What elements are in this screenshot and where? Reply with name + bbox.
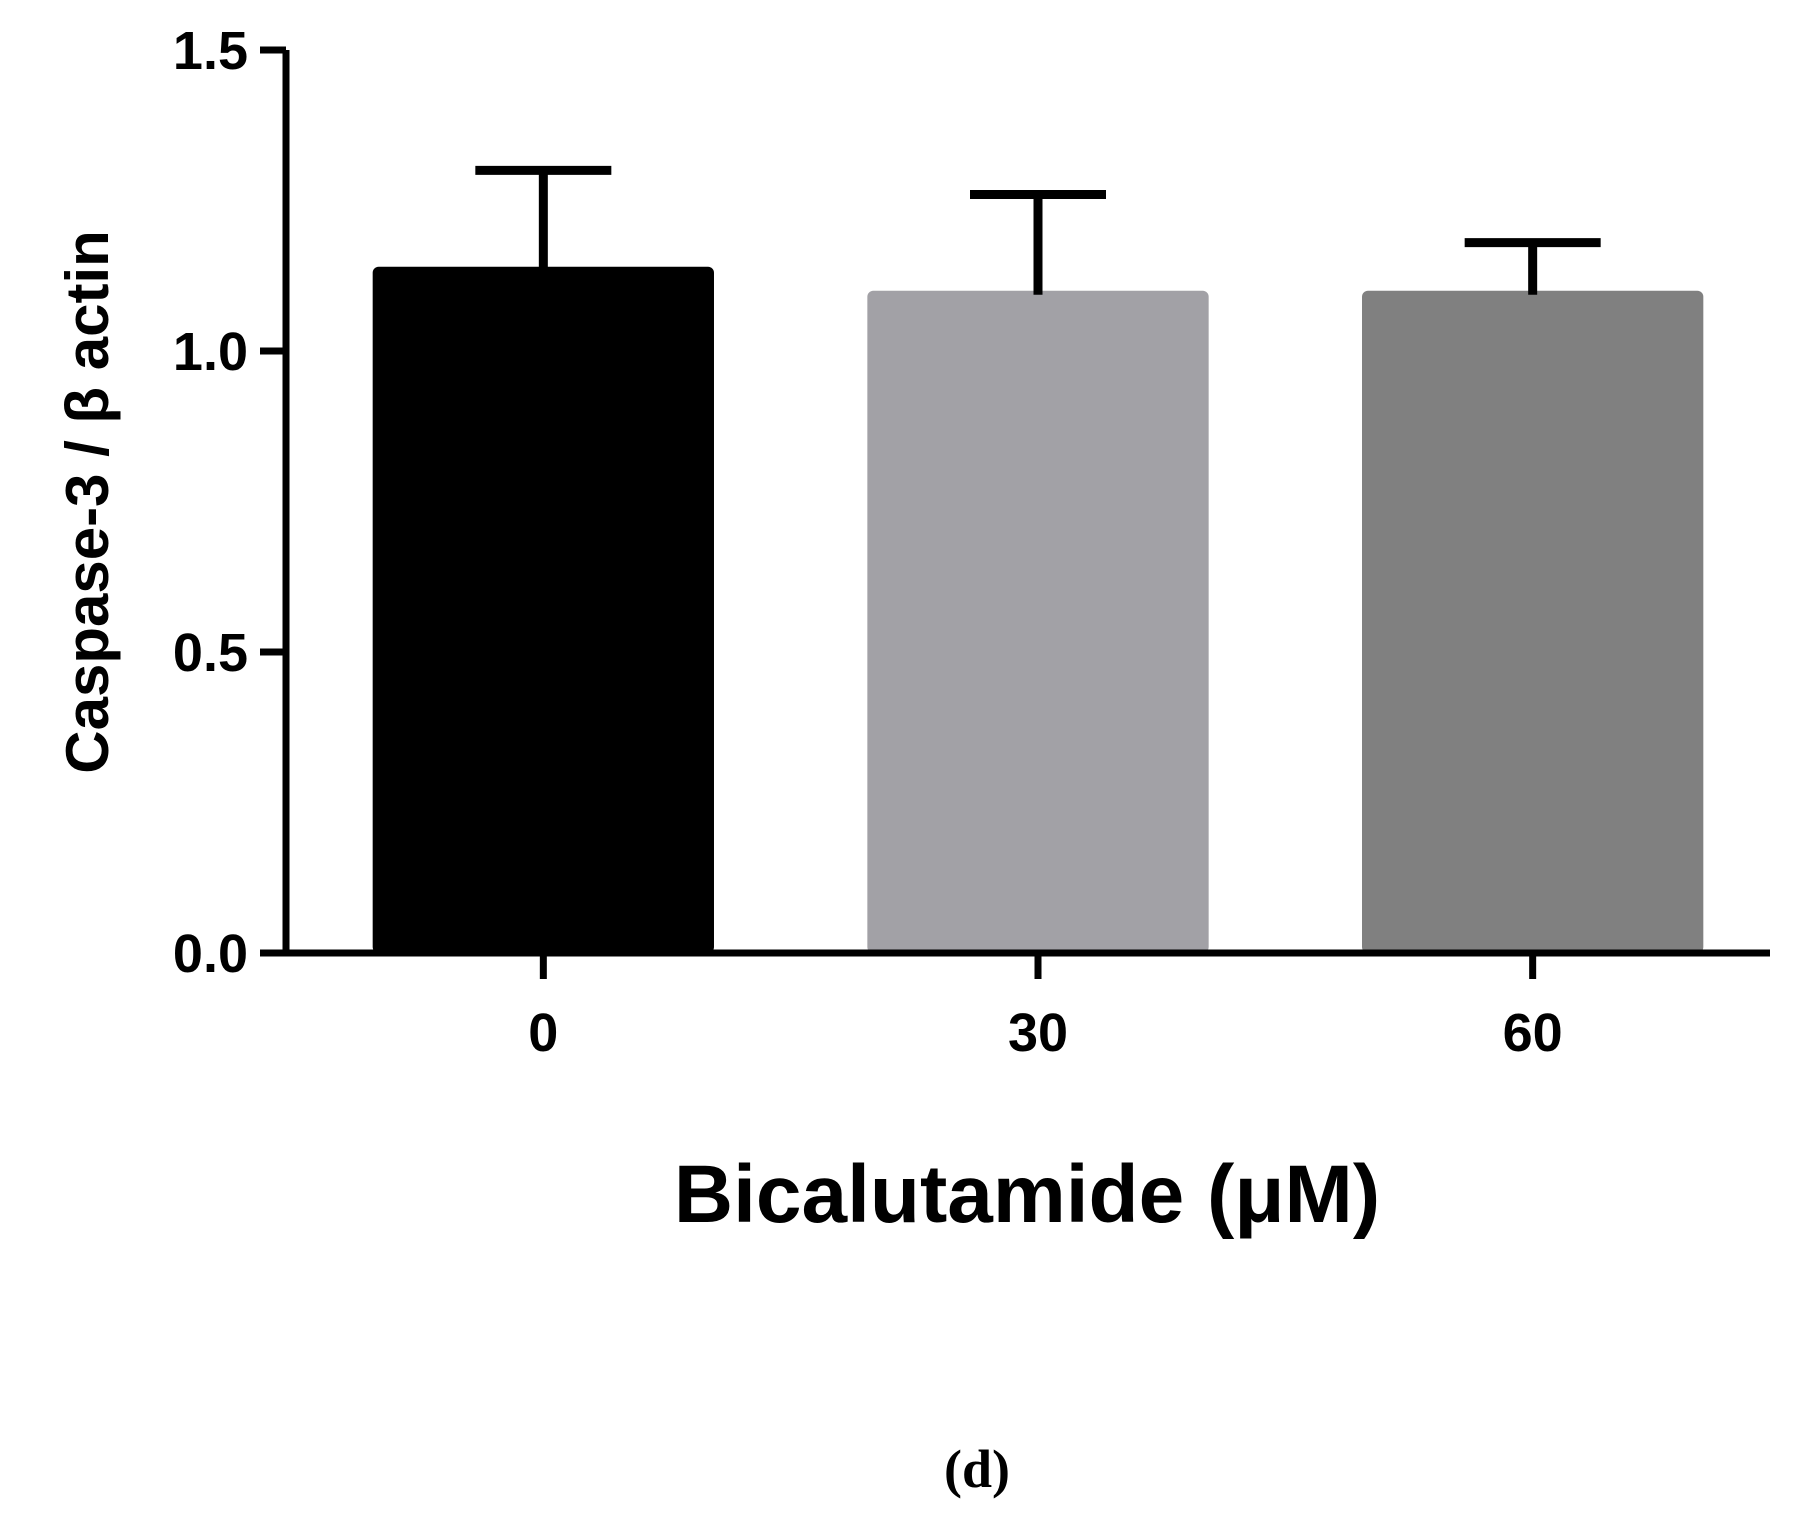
error-bars-group <box>475 165 1601 295</box>
x-tick-label-60: 60 <box>1503 1003 1563 1063</box>
bars-group <box>372 266 1704 954</box>
y-ticks-group: 0.0 0.5 1.0 1.5 <box>173 21 286 984</box>
panel-label: (d) <box>944 1439 1010 1499</box>
x-tick-label-0: 0 <box>528 1003 558 1063</box>
y-axis-title: Caspase-3 / β actin <box>54 230 121 774</box>
axes-group <box>282 50 1770 957</box>
y-tick-label-0.5: 0.5 <box>173 623 248 683</box>
x-axis-title: Bicalutamide (μM) <box>674 1149 1380 1240</box>
bar-0 <box>372 266 714 954</box>
y-tick-label-0.0: 0.0 <box>173 924 248 984</box>
y-tick-label-1.5: 1.5 <box>173 21 248 81</box>
x-ticks-group: 0 30 60 <box>528 953 1563 1063</box>
bar-30 <box>867 290 1209 953</box>
bar-60 <box>1362 290 1704 953</box>
x-tick-label-30: 30 <box>1008 1003 1068 1063</box>
y-tick-label-1.0: 1.0 <box>173 322 248 382</box>
